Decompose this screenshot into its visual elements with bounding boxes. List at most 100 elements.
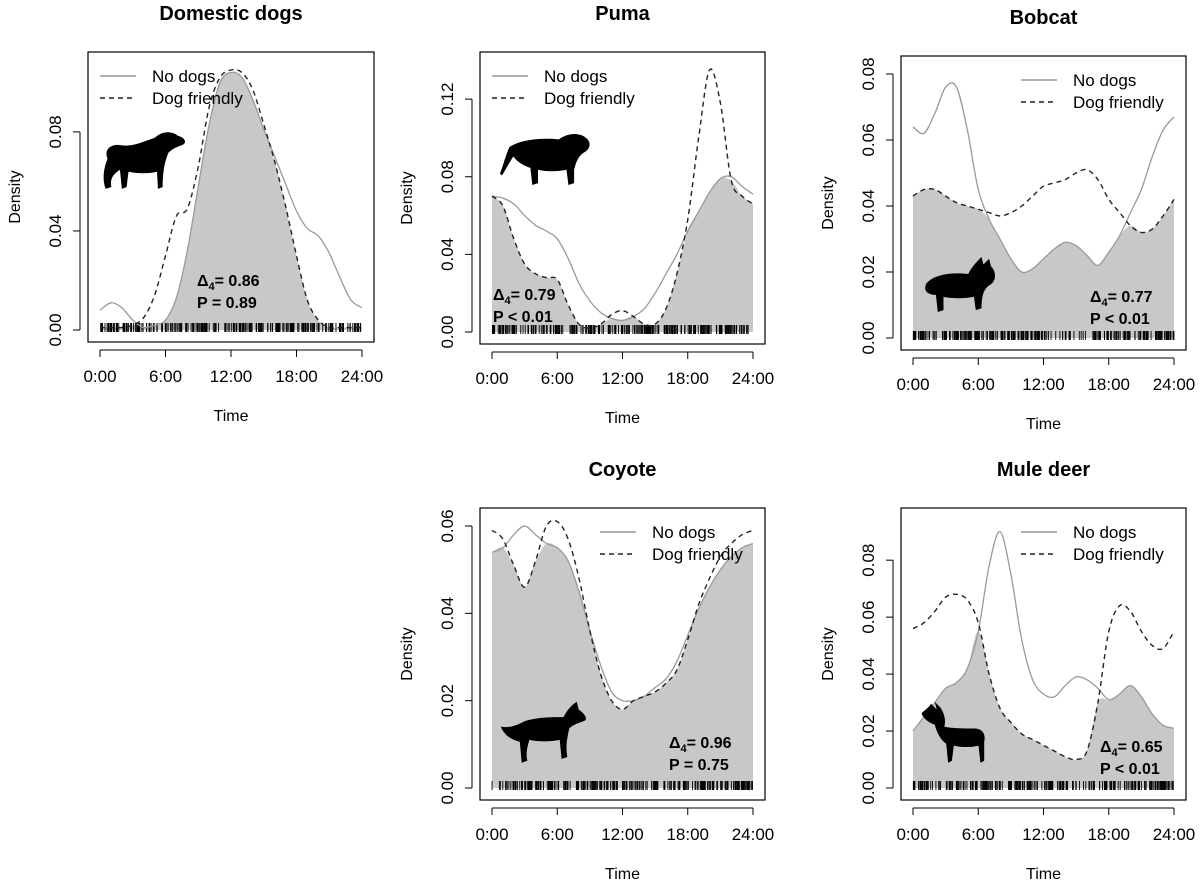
domestic-dogs-legend-label: Dog friendly xyxy=(152,89,243,108)
coyote-x-axis: 0:00 6:00 12:00 18:00 24:00 xyxy=(475,807,775,844)
puma-y-axis-label: Density xyxy=(399,171,416,224)
mule-deer-y-axis-label: Density xyxy=(820,627,837,680)
puma-x-tick-label: 12:00 xyxy=(601,369,644,388)
mule-deer-x-tick-label: 0:00 xyxy=(896,825,929,844)
domestic-dogs-delta-label: Δ4= 0.86 xyxy=(197,273,260,293)
mule-deer-x-tick-label: 24:00 xyxy=(1153,825,1196,844)
mule-deer-y-tick-label: 0.02 xyxy=(859,714,878,747)
puma-overlap-area xyxy=(492,177,753,332)
coyote-x-tick-label: 24:00 xyxy=(732,825,775,844)
puma-series-dog-friendly xyxy=(491,68,754,329)
puma-series-no-dogs xyxy=(491,175,754,322)
mule-deer-overlap-stat: Δ4= 0.65 P < 0.01 xyxy=(1100,739,1163,778)
bobcat-x-tick-label: 12:00 xyxy=(1022,375,1065,394)
domestic-dogs-panel: Domestic dogs 0:00 6:00 12:00 18:00 24:00 Time… xyxy=(7,3,383,425)
coyote-legend-label: Dog friendly xyxy=(652,545,743,564)
coyote-overlap-stat: Δ4= 0.96 P = 0.75 xyxy=(669,735,732,774)
mule-deer-y-tick-label: 0.04 xyxy=(859,658,878,691)
mule-deer-x-axis: 0:00 6:00 12:00 18:00 24:00 xyxy=(896,807,1196,844)
mule-deer-legend-label: No dogs xyxy=(1073,523,1136,542)
bobcat-overlap-stat: Δ4= 0.77 P < 0.01 xyxy=(1090,289,1153,328)
bobcat-silhouette-icon xyxy=(925,256,996,312)
domestic-dogs-p-value: P = 0.89 xyxy=(197,295,257,312)
domestic-dogs-x-axis: 0:00 6:00 12:00 18:00 24:00 xyxy=(83,349,384,386)
bobcat-detection-rug xyxy=(912,331,1175,340)
mule-deer-y-axis: 0.00 0.02 0.04 0.06 0.08 xyxy=(859,544,894,805)
coyote-y-tick-label: 0.00 xyxy=(438,771,457,804)
mule-deer-y-tick-label: 0.00 xyxy=(859,771,878,804)
puma-x-axis-label: Time xyxy=(605,410,640,427)
puma-y-axis: 0.00 0.04 0.08 0.12 xyxy=(438,83,473,349)
mule-deer-x-axis-label: Time xyxy=(1026,866,1061,883)
bobcat-x-tick-label: 6:00 xyxy=(962,375,995,394)
mule-deer-x-tick-label: 12:00 xyxy=(1022,825,1065,844)
coyote-y-tick-label: 0.02 xyxy=(438,684,457,717)
puma-legend-label: Dog friendly xyxy=(544,89,635,108)
puma-p-value: P < 0.01 xyxy=(493,309,553,326)
coyote-delta-label: Δ4= 0.96 xyxy=(669,735,732,755)
bobcat-x-axis-label: Time xyxy=(1026,416,1061,433)
coyote-x-tick-label: 6:00 xyxy=(541,825,574,844)
domestic-dogs-title: Domestic dogs xyxy=(159,3,302,25)
bobcat-y-axis-label: Density xyxy=(820,176,837,229)
mule-deer-plot-frame xyxy=(900,507,1187,801)
puma-y-tick-label: 0.00 xyxy=(438,315,457,348)
bobcat-series-dog-friendly xyxy=(912,168,1175,234)
mule-deer-x-tick-label: 6:00 xyxy=(962,825,995,844)
puma-y-tick-label: 0.12 xyxy=(438,83,457,116)
domestic-dogs-overlap-area xyxy=(100,72,362,330)
puma-legend: No dogs Dog friendly xyxy=(492,67,635,108)
domestic-dogs-x-axis-label: Time xyxy=(214,408,249,425)
coyote-x-tick-label: 18:00 xyxy=(666,825,709,844)
domestic-dogs-series-no-dogs xyxy=(99,71,363,329)
bobcat-y-tick-label: 0.00 xyxy=(859,321,878,354)
puma-x-tick-label: 6:00 xyxy=(541,369,574,388)
mule-deer-delta-label: Δ4= 0.65 xyxy=(1100,739,1163,759)
domestic-dogs-y-axis: 0.00 0.04 0.08 xyxy=(46,115,81,347)
coyote-y-axis-label: Density xyxy=(399,627,416,680)
domestic-dogs-y-axis-label: Density xyxy=(7,170,24,223)
puma-y-tick-label: 0.04 xyxy=(438,238,457,271)
mule-deer-p-value: P < 0.01 xyxy=(1100,761,1160,778)
domestic-dogs-x-tick-label: 24:00 xyxy=(341,367,384,386)
bobcat-legend: No dogs Dog friendly xyxy=(1021,71,1164,112)
coyote-legend: No dogs Dog friendly xyxy=(600,523,743,564)
puma-overlap-stat: Δ4= 0.79 P < 0.01 xyxy=(493,287,556,326)
puma-x-tick-label: 24:00 xyxy=(732,369,775,388)
coyote-x-tick-label: 12:00 xyxy=(601,825,644,844)
bobcat-plot-frame xyxy=(900,55,1187,351)
bobcat-x-tick-label: 18:00 xyxy=(1087,375,1130,394)
domestic-dogs-x-tick-label: 0:00 xyxy=(83,367,116,386)
deer-silhouette-icon xyxy=(921,701,985,763)
coyote-silhouette-icon xyxy=(500,701,586,763)
mule-deer-series-dog-friendly xyxy=(912,593,1175,761)
coyote-y-tick-label: 0.04 xyxy=(438,597,457,630)
domestic-dogs-y-tick-label: 0.04 xyxy=(46,214,65,247)
coyote-y-axis: 0.00 0.02 0.04 0.06 xyxy=(438,509,473,805)
domestic-dogs-plot-frame xyxy=(87,51,375,343)
coyote-y-tick-label: 0.06 xyxy=(438,509,457,542)
bobcat-legend-label: Dog friendly xyxy=(1073,93,1164,112)
puma-x-axis: 0:00 6:00 12:00 18:00 24:00 xyxy=(475,351,775,388)
bobcat-x-axis: 0:00 6:00 12:00 18:00 24:00 xyxy=(896,357,1195,394)
bobcat-series-no-dogs xyxy=(912,82,1175,274)
mule-deer-legend: No dogs Dog friendly xyxy=(1021,523,1164,564)
domestic-dogs-x-tick-label: 12:00 xyxy=(210,367,253,386)
domestic-dogs-overlap-stat: Δ4= 0.86 P = 0.89 xyxy=(197,273,260,312)
puma-delta-label: Δ4= 0.79 xyxy=(493,287,556,307)
puma-legend-label: No dogs xyxy=(544,67,607,86)
puma-title: Puma xyxy=(595,3,650,25)
puma-detection-rug xyxy=(491,325,749,334)
domestic-dogs-y-tick-label: 0.00 xyxy=(46,313,65,346)
domestic-dogs-x-tick-label: 18:00 xyxy=(275,367,318,386)
bobcat-y-tick-label: 0.08 xyxy=(859,57,878,90)
bobcat-p-value: P < 0.01 xyxy=(1090,311,1150,328)
mule-deer-legend-label: Dog friendly xyxy=(1073,545,1164,564)
mule-deer-title: Mule deer xyxy=(997,459,1091,481)
mule-deer-overlap-area xyxy=(913,631,1174,788)
puma-y-tick-label: 0.08 xyxy=(438,160,457,193)
coyote-series-no-dogs xyxy=(491,525,754,703)
